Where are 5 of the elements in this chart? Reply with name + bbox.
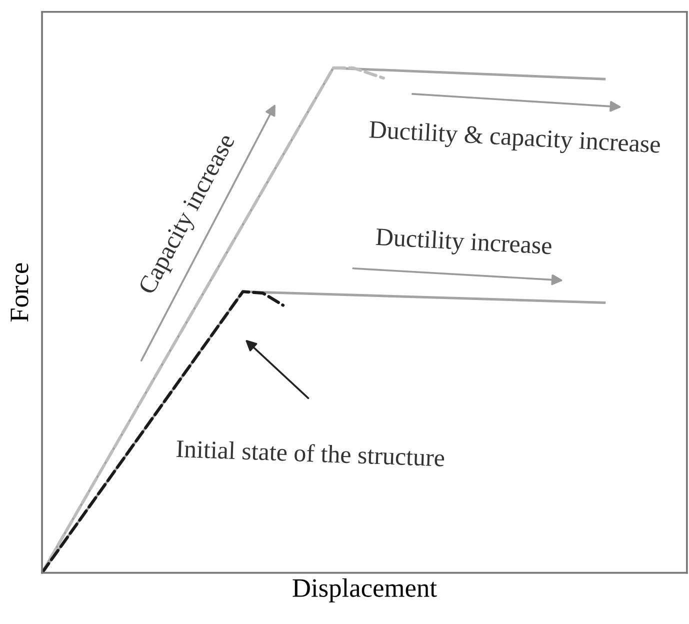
annotation: Initial state of the structure bbox=[176, 439, 444, 467]
y-axis-title: Force bbox=[10, 263, 28, 322]
x-axis-title: Displacement bbox=[292, 578, 437, 602]
annotation: Ductility increase bbox=[376, 228, 552, 260]
annotation: Ductility & capacity increase bbox=[368, 120, 660, 158]
